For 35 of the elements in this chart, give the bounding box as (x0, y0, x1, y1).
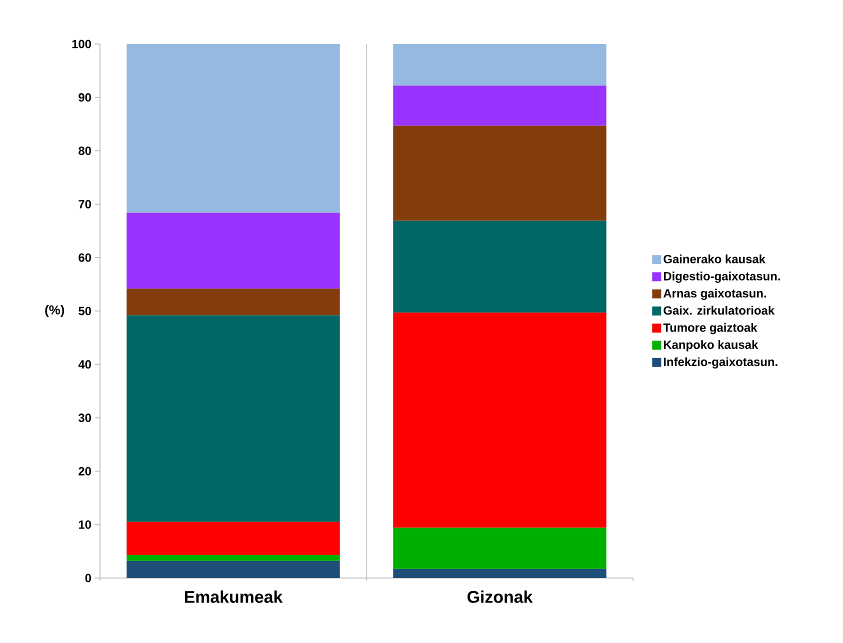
x-tick-label: Gizonak (468, 590, 533, 603)
bar (393, 86, 606, 126)
y-tick-label: 60 (78, 253, 92, 262)
bar (126, 555, 340, 561)
y-tick-label: 50 (78, 306, 92, 316)
y-tick-label: 90 (78, 93, 92, 102)
legend-label: Gaix. zirkulatorioak (664, 306, 775, 315)
bar (126, 44, 340, 213)
y-tick-label: 80 (78, 146, 92, 156)
legend-label: Gainerako kausak (664, 254, 766, 264)
y-tick-label: 30 (78, 414, 92, 422)
bar (393, 568, 606, 578)
y-tick-label: 20 (78, 466, 92, 476)
legend-label: Tumore gaiztoak (663, 323, 758, 334)
legend-label: Kanpoko kausak (664, 340, 758, 352)
bar (126, 560, 340, 578)
y-tick-label: 40 (78, 360, 92, 369)
y-axis-title: (%) (45, 304, 64, 318)
bar (393, 44, 606, 86)
y-tick-label: 70 (78, 200, 92, 208)
y-tick-label: 0 (85, 574, 92, 582)
bar (393, 312, 606, 528)
y-tick-label: 100 (72, 40, 91, 48)
x-tick-label: Emakumeak (184, 590, 283, 603)
bar (393, 126, 606, 221)
bar (126, 288, 340, 316)
legend-label: Infekzio-gaixotasun. (664, 357, 778, 369)
bar (126, 212, 340, 289)
bar (126, 315, 340, 522)
legend-label: Digestio-gaixotasun. (664, 272, 780, 283)
y-tick-label: 10 (78, 520, 92, 529)
bar (393, 220, 606, 313)
bar (126, 522, 340, 556)
legend-label: Arnas gaixotasun. (663, 288, 766, 300)
bar (393, 528, 606, 569)
